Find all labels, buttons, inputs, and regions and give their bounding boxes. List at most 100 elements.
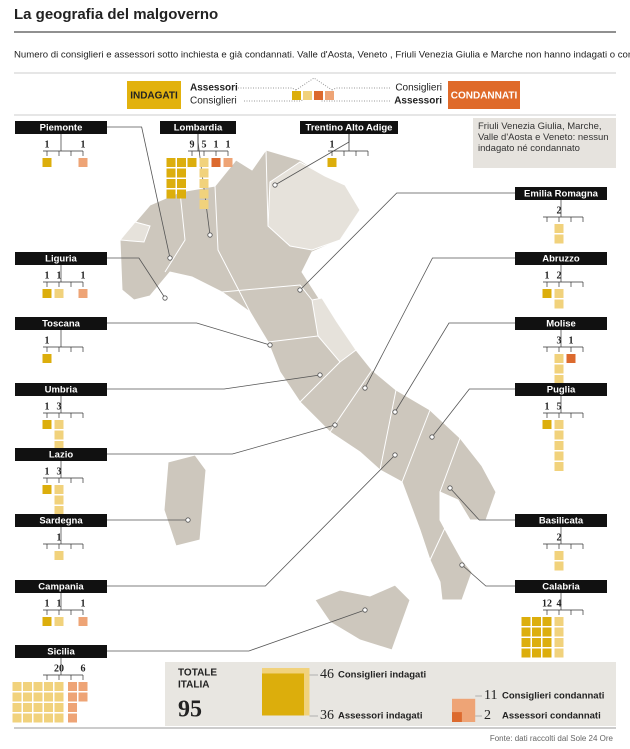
count-block: [33, 713, 43, 723]
count-block: [554, 617, 564, 626]
count-block: [42, 420, 52, 429]
region-dot: [185, 517, 191, 523]
count-label: 2: [557, 270, 562, 281]
count-block: [23, 713, 32, 723]
count-label: 1: [45, 335, 50, 346]
region-dot: [207, 232, 213, 238]
note: Friuli Venezia Giulia, Marche, Valle d'A…: [478, 121, 609, 154]
count-block: [42, 158, 52, 167]
leader-line: [461, 564, 515, 587]
count-label: 5: [202, 139, 207, 150]
leader-line: [107, 609, 366, 652]
count-label: 1: [45, 270, 50, 281]
count-label: 1: [57, 270, 62, 281]
region-label-bg: [300, 121, 398, 134]
region-borders: [164, 149, 461, 561]
count-block: [54, 713, 64, 723]
count-block: [521, 648, 531, 658]
count-block: [78, 158, 88, 167]
count-block: [33, 703, 43, 712]
count-block: [554, 354, 564, 363]
region-label-bg: [15, 317, 107, 330]
count-block: [554, 234, 564, 244]
legend-label: Assessori: [190, 83, 238, 94]
count-label: 5: [557, 401, 562, 412]
region-dot: [162, 295, 168, 301]
indagati-box: [127, 81, 181, 109]
count-label: 1: [569, 335, 574, 346]
region-label: Calabria: [542, 582, 580, 593]
count-block: [54, 495, 64, 505]
leader-line: [364, 257, 515, 389]
count-block: [177, 158, 186, 167]
region-label-bg: [515, 580, 607, 593]
count-block: [554, 375, 564, 384]
total-label: Assessori condannati: [502, 711, 601, 722]
count-label: 3: [557, 335, 562, 346]
count-label: 4: [557, 598, 562, 609]
count-block: [554, 224, 564, 233]
leader-line: [107, 424, 336, 455]
region-label: Lombardia: [174, 123, 223, 134]
count-label: 3: [57, 401, 62, 412]
count-block: [554, 289, 564, 298]
region-label-bg: [515, 187, 607, 200]
legend-label: Consiglieri: [190, 96, 237, 107]
count-block: [68, 682, 77, 691]
count-block: [554, 638, 564, 647]
count-block: [166, 158, 176, 167]
count-label: 6: [81, 663, 86, 674]
count-block: [521, 638, 531, 647]
region-label: Abruzzo: [542, 254, 580, 265]
region-label-bg: [15, 580, 107, 593]
count-block: [166, 179, 176, 188]
region-label-bg: [15, 383, 107, 396]
leader-line: [431, 388, 515, 438]
region-dot: [362, 607, 368, 613]
region-dot: [272, 182, 278, 188]
count-label: 1: [226, 139, 231, 150]
region-label-bg: [160, 121, 236, 134]
total-label: Consiglieri condannati: [502, 691, 604, 702]
valle-aosta: [119, 221, 151, 243]
region-dot: [447, 485, 453, 491]
count-block: [23, 692, 32, 702]
leader-line: [107, 322, 271, 346]
region-dot: [167, 255, 173, 261]
leader-line: [394, 322, 515, 413]
leader-line: [107, 454, 396, 587]
region-label-bg: [15, 252, 107, 265]
region-dot: [429, 434, 435, 440]
count-block: [54, 551, 64, 560]
count-label: 12: [542, 598, 552, 609]
count-block: [78, 617, 88, 626]
count-block: [44, 713, 53, 723]
total-square: [452, 712, 462, 722]
count-block: [54, 430, 64, 440]
count-block: [42, 485, 52, 494]
total-number: 11: [484, 688, 497, 703]
count-block: [54, 485, 64, 494]
count-block: [44, 703, 53, 712]
region-dot: [392, 409, 398, 415]
source: Fonte: dati raccolti dal Sole 24 Ore: [490, 734, 614, 743]
condannati-box: [448, 81, 520, 109]
count-label: 9: [190, 139, 195, 150]
totals-items: 46 Consiglieri indagati 36 Assessori indaga…: [262, 667, 604, 723]
total-number: 36: [320, 708, 334, 723]
region-label: Toscana: [42, 319, 81, 330]
count-block: [54, 420, 64, 429]
count-label: 1: [81, 139, 86, 150]
region-dot: [362, 385, 368, 391]
region-label: Emilia Romagna: [524, 189, 599, 200]
leader-line: [107, 374, 321, 390]
count-block: [78, 682, 88, 691]
count-block: [78, 692, 88, 702]
region-label: Sicilia: [47, 647, 75, 658]
totals-label: TOTALE: [178, 668, 217, 679]
region-label-bg: [515, 514, 607, 527]
sicilia: [314, 584, 411, 651]
total-square: [262, 673, 304, 716]
count-block: [199, 189, 209, 199]
